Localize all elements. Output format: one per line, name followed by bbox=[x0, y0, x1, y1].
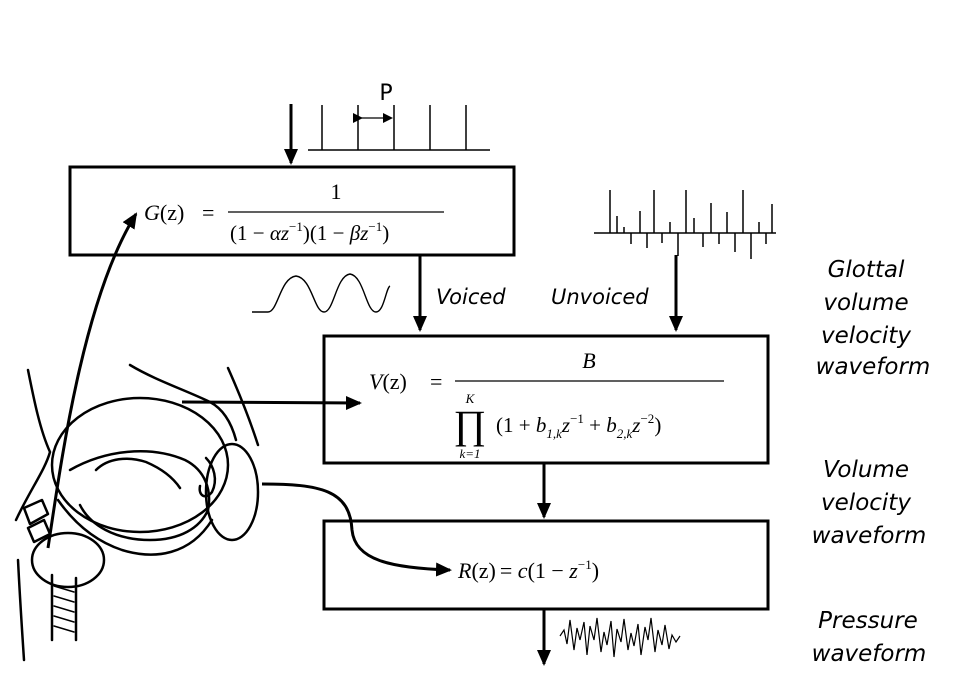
period-label: P bbox=[379, 81, 392, 106]
side-label-line: waveform bbox=[816, 354, 931, 380]
side-label-line: waveform bbox=[812, 523, 927, 549]
glottal-numerator: 1 bbox=[331, 179, 342, 204]
glottal-box bbox=[68, 165, 516, 257]
side-label-line: waveform bbox=[812, 641, 927, 667]
volume-waveform-label: Volume velocity waveform bbox=[812, 457, 927, 549]
vocal-lhs: V(z) bbox=[369, 369, 407, 394]
pressure-waveform bbox=[559, 617, 681, 658]
vocal-eq: = bbox=[430, 369, 442, 394]
pressure-waveform-label: Pressure waveform bbox=[812, 608, 927, 667]
trachea-rings bbox=[53, 585, 75, 633]
unvoiced-label: Unvoiced bbox=[551, 285, 649, 309]
tongue-outline bbox=[56, 498, 214, 556]
glottal-pulse-waveform bbox=[252, 273, 391, 313]
larynx-to-glottal-arrow bbox=[46, 212, 138, 549]
side-label-line: velocity bbox=[821, 490, 911, 516]
side-label-line: Glottal bbox=[828, 257, 905, 283]
noise-waveform bbox=[594, 190, 776, 259]
tract-to-vocal-arrow bbox=[181, 395, 362, 410]
side-label-line: Volume bbox=[823, 457, 909, 483]
radiation-filter-block: R(z) = c(1 − z−1) bbox=[322, 519, 770, 611]
impulse-train: P bbox=[308, 81, 490, 151]
glottal-pulse-curve bbox=[252, 273, 391, 313]
vocal-tract-filter-block: V(z) = B K ∏ k=1 (1 + b1,kz−1 + b2,kz−2) bbox=[322, 334, 770, 465]
head-back-line bbox=[226, 366, 260, 447]
glottal-filter-block: G(z) = 1 (1 − αz−1)(1 − βz−1) bbox=[68, 165, 516, 257]
vocal-numerator: B bbox=[582, 348, 595, 373]
larynx-ellipse bbox=[30, 531, 106, 589]
radiation-box bbox=[322, 519, 770, 611]
side-label-line: velocity bbox=[821, 323, 911, 349]
nasal-cavity-ellipse bbox=[50, 396, 230, 534]
neck-line bbox=[16, 558, 26, 662]
pharynx-ellipse bbox=[204, 442, 260, 542]
glottal-lhs: G(z) bbox=[144, 200, 184, 225]
product-lower-limit: k=1 bbox=[459, 446, 480, 461]
glottal-waveform-label: Glottal volume velocity waveform bbox=[816, 257, 931, 380]
trachea-outline bbox=[50, 573, 78, 642]
teeth-outline bbox=[22, 498, 52, 544]
glottal-denominator: (1 − αz−1)(1 − βz−1) bbox=[230, 219, 389, 245]
lips-to-radiation-arrow bbox=[261, 482, 452, 577]
noise-spikes bbox=[609, 190, 773, 259]
vocal-tract-box bbox=[322, 334, 770, 465]
velum-curl bbox=[198, 456, 217, 498]
vocal-denominator: (1 + b1,kz−1 + b2,kz−2) bbox=[496, 411, 661, 441]
glottal-eq: = bbox=[202, 200, 214, 225]
soft-palate-outline bbox=[94, 457, 182, 490]
radiation-equation: R(z) = c(1 − z−1) bbox=[457, 557, 599, 583]
side-label-line: volume bbox=[823, 290, 908, 316]
product-symbol: ∏ bbox=[454, 402, 487, 447]
face-profile-outline bbox=[14, 368, 52, 522]
oral-cavity-outline bbox=[68, 450, 211, 542]
voiced-label: Voiced bbox=[436, 285, 506, 309]
product-upper-limit: K bbox=[465, 391, 476, 406]
side-label-line: Pressure bbox=[818, 608, 918, 634]
